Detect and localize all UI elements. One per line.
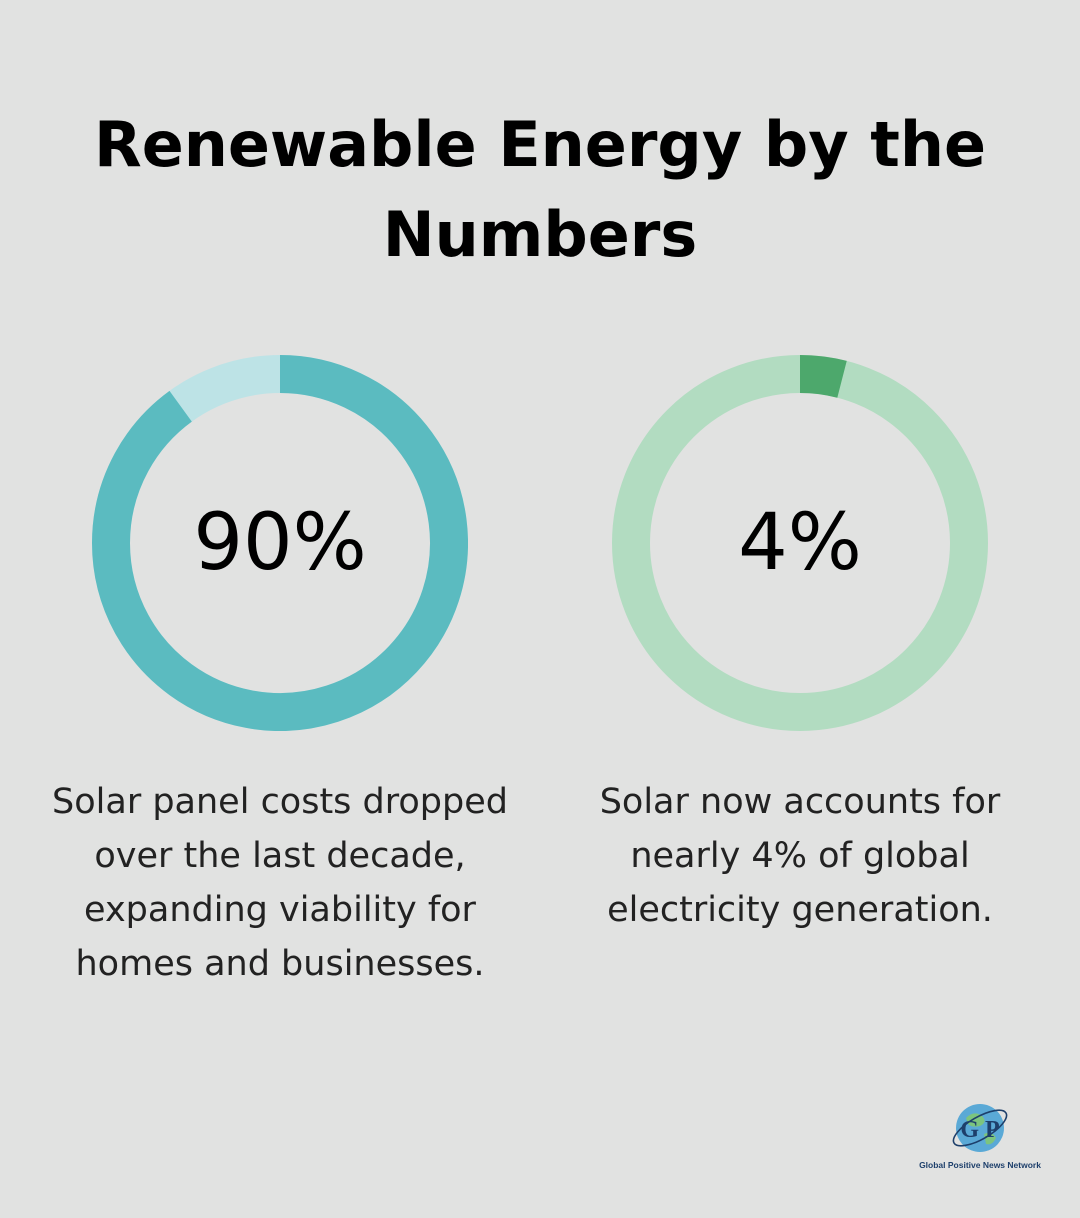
stat-card-solar-cost: 90% Solar panel costs dropped over the l… — [30, 355, 530, 991]
stat-caption: Solar panel costs dropped over the last … — [52, 782, 508, 984]
donut-chart-solar-cost: 90% — [92, 355, 468, 731]
stat-caption: Solar now accounts for nearly 4% of glob… — [599, 782, 1001, 930]
brand-logo: G P Global Positive News Network — [915, 1096, 1045, 1176]
logo-text: Global Positive News Network — [919, 1160, 1041, 1170]
donut-slice-value — [92, 355, 468, 731]
globe-icon: G P — [952, 1104, 1008, 1152]
page-title: Renewable Energy by the Numbers — [93, 108, 987, 271]
donut-value-label: 4% — [738, 498, 862, 588]
donut-svg-solar-cost — [92, 355, 468, 731]
donut-slice-value — [799, 355, 847, 398]
donut-chart-solar-share: 4% — [612, 355, 988, 731]
donut-svg-solar-share — [612, 355, 988, 731]
logo-letters: G P — [960, 1117, 999, 1143]
stat-card-solar-share: 4% Solar now accounts for nearly 4% of g… — [550, 355, 1050, 937]
donut-value-label: 90% — [193, 498, 367, 588]
